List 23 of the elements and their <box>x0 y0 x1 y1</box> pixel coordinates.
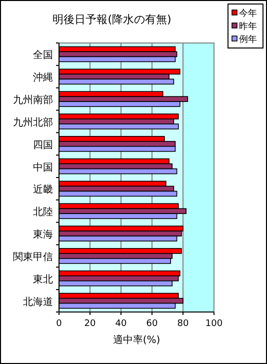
y-tick-label: 関東甲信 <box>13 250 53 263</box>
y-tick-label: 東海 <box>33 228 53 241</box>
y-tick-label: 全国 <box>33 49 53 62</box>
y-tick-label: 東北 <box>33 273 53 286</box>
legend-label: 今年 <box>239 8 257 19</box>
legend-label: 昨年 <box>239 21 257 32</box>
y-tick-label: 沖縄 <box>33 72 53 84</box>
y-tick-label: 北陸 <box>33 206 53 218</box>
y-tick-label: 四国 <box>33 140 53 151</box>
legend-label: 例年 <box>239 34 257 45</box>
y-tick-label: 九州北部 <box>13 116 53 128</box>
x-tick-label: 100 <box>205 319 223 329</box>
y-tick-label: 近畿 <box>33 184 53 196</box>
chart-title: 明後日予報(降水の有無) <box>52 13 172 26</box>
x-tick-label: 40 <box>115 319 127 329</box>
y-tick-label: 北海道 <box>23 296 53 308</box>
x-tick-label: 20 <box>84 319 96 329</box>
y-tick-label: 九州南部 <box>13 94 53 106</box>
x-tick-label: 0 <box>56 319 62 329</box>
x-axis-title: 適中率(%) <box>112 334 160 346</box>
y-tick-label: 中国 <box>33 161 53 174</box>
x-tick-label: 80 <box>177 319 189 329</box>
x-tick-label: 60 <box>146 319 158 329</box>
